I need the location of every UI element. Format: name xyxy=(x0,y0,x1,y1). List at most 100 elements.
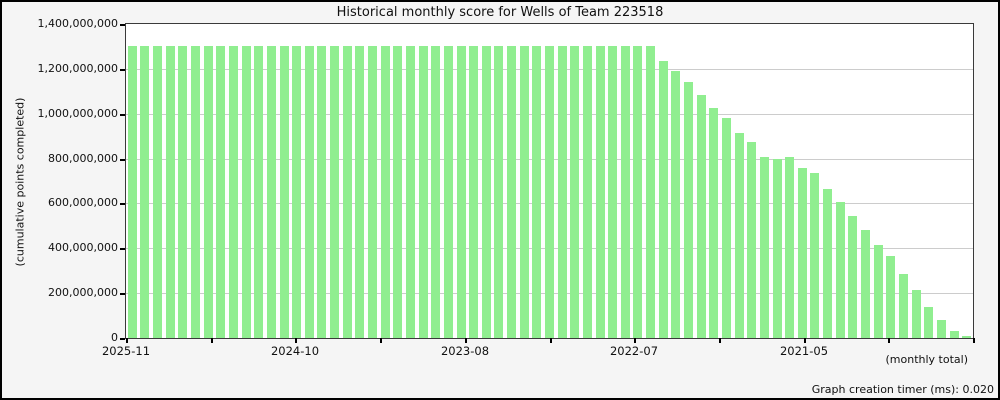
bar-2021-07 xyxy=(785,157,795,338)
y-tick-label: 0 xyxy=(111,331,118,344)
bar-2024-05 xyxy=(355,46,365,338)
bar-2020-10 xyxy=(898,274,908,338)
x-tick-label: 2023-08 xyxy=(440,344,490,358)
y-tick-mark xyxy=(120,203,125,205)
bar-2020-05 xyxy=(962,336,972,338)
y-tick-label: 800,000,000 xyxy=(48,152,118,165)
bar-2022-01 xyxy=(709,108,719,338)
bar-2024-10 xyxy=(292,46,302,338)
bar-2023-02 xyxy=(545,46,554,338)
y-tick-label: 1,000,000,000 xyxy=(37,107,118,120)
bar-2025-06 xyxy=(191,46,201,338)
bar-2021-04 xyxy=(823,189,833,338)
bar-2022-06 xyxy=(646,46,656,338)
bar-2024-08 xyxy=(317,46,327,338)
bar-2023-12 xyxy=(418,46,428,338)
bar-2023-01 xyxy=(557,46,567,338)
x-tick-mark xyxy=(973,338,975,343)
bar-2023-10 xyxy=(443,46,453,338)
x-tick-mark xyxy=(211,338,213,343)
bar-2023-05 xyxy=(507,46,517,338)
x-tick-label: 2025-11 xyxy=(101,344,151,358)
bar-2023-09 xyxy=(456,46,466,338)
x-tick-mark xyxy=(550,338,552,343)
bar-2024-07 xyxy=(330,46,340,338)
bar-2022-04 xyxy=(671,71,681,338)
bar-2024-06 xyxy=(342,46,352,338)
bar-2025-03 xyxy=(228,46,238,338)
bar-2021-09 xyxy=(759,157,769,338)
bar-2024-04 xyxy=(368,46,377,338)
x-tick-label: 2022-07 xyxy=(609,344,659,358)
bar-2023-03 xyxy=(532,46,542,338)
bar-2025-09 xyxy=(153,46,163,338)
bar-2024-11 xyxy=(279,46,289,338)
x-tick-mark xyxy=(804,338,806,343)
bar-2020-09 xyxy=(911,290,921,338)
y-tick-label: 400,000,000 xyxy=(48,241,118,254)
bar-2024-02 xyxy=(393,46,403,338)
bar-2021-06 xyxy=(797,168,807,338)
bar-2021-08 xyxy=(772,159,782,338)
y-tick-mark xyxy=(120,24,125,26)
chart-title: Historical monthly score for Wells of Te… xyxy=(336,5,664,20)
bar-2021-10 xyxy=(747,142,757,338)
bar-2023-08 xyxy=(469,46,479,338)
bar-2022-07 xyxy=(633,46,643,338)
bar-2025-01 xyxy=(254,46,264,338)
plot-area xyxy=(125,23,974,339)
bar-2022-11 xyxy=(582,46,592,338)
bar-2021-12 xyxy=(721,118,731,338)
bar-2021-01 xyxy=(861,230,871,338)
bar-2024-01 xyxy=(405,46,415,338)
y-tick-mark xyxy=(120,114,125,116)
bar-2022-10 xyxy=(595,46,605,338)
bar-2023-04 xyxy=(519,46,529,338)
bar-2025-08 xyxy=(165,46,175,338)
x-tick-mark xyxy=(465,338,467,343)
x-tick-mark xyxy=(295,338,297,343)
x-tick-mark xyxy=(888,338,890,343)
bar-2021-11 xyxy=(734,133,744,338)
bar-2025-05 xyxy=(203,46,213,338)
bar-2020-07 xyxy=(936,320,946,338)
bar-2025-11 xyxy=(127,46,137,338)
x-tick-mark xyxy=(126,338,128,343)
bar-2025-10 xyxy=(140,46,150,338)
bar-2024-09 xyxy=(304,46,314,338)
bar-2020-11 xyxy=(886,256,896,338)
y-tick-mark xyxy=(120,69,125,71)
x-tick-mark xyxy=(634,338,636,343)
bar-2020-06 xyxy=(949,331,959,338)
bar-2024-12 xyxy=(266,46,276,338)
x-tick-label: 2024-10 xyxy=(270,344,320,358)
bar-2021-02 xyxy=(848,216,858,338)
footer-timer-text: Graph creation timer (ms): 0.020 xyxy=(811,383,994,396)
x-tick-mark xyxy=(719,338,721,343)
x-tick-label: 2021-05 xyxy=(779,344,829,358)
bar-2024-03 xyxy=(380,46,390,338)
bar-2022-05 xyxy=(658,61,668,338)
y-tick-mark xyxy=(120,159,125,161)
bar-2021-03 xyxy=(835,202,845,338)
bar-2023-07 xyxy=(481,46,491,338)
bar-2022-08 xyxy=(620,46,630,338)
x-tick-mark xyxy=(380,338,382,343)
bar-2022-02 xyxy=(696,95,706,338)
bar-2020-08 xyxy=(924,307,934,338)
y-tick-label: 600,000,000 xyxy=(48,196,118,209)
bar-2025-07 xyxy=(178,46,188,338)
y-tick-label: 200,000,000 xyxy=(48,286,118,299)
bar-2025-02 xyxy=(241,46,251,338)
y-tick-label: 1,400,000,000 xyxy=(37,17,118,30)
bar-2022-09 xyxy=(608,46,618,338)
bar-2023-11 xyxy=(431,46,441,338)
bar-2020-12 xyxy=(873,245,883,338)
y-tick-mark xyxy=(120,248,125,250)
bar-2025-04 xyxy=(216,46,226,338)
y-tick-mark xyxy=(120,293,125,295)
bar-2023-06 xyxy=(494,46,504,338)
y-tick-mark xyxy=(120,338,125,340)
bar-2022-03 xyxy=(684,82,694,338)
